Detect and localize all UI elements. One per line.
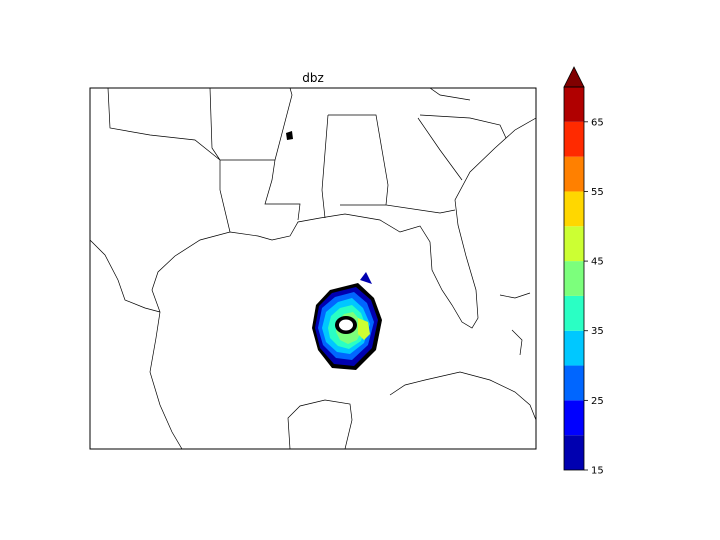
colorbar-band bbox=[564, 261, 584, 296]
coastline bbox=[149, 117, 536, 449]
colorbar-band bbox=[564, 121, 584, 157]
colorbar-tick-label: 55 bbox=[591, 187, 604, 198]
map-frame bbox=[89, 87, 537, 450]
colorbar-band bbox=[564, 191, 584, 227]
colorbar-frame bbox=[563, 86, 585, 471]
colorbar-band bbox=[564, 87, 584, 122]
colorbar-extend-arrow bbox=[563, 66, 585, 88]
state-boundaries bbox=[107, 88, 507, 233]
map-axes bbox=[89, 87, 537, 450]
colorbar-tick-label: 45 bbox=[591, 257, 604, 268]
border-us-mexico bbox=[90, 239, 161, 313]
colorbar-tick-label: 35 bbox=[591, 326, 604, 337]
colorbar-tick-label: 25 bbox=[591, 396, 604, 407]
colorbar: 15 25 35 45 55 65 bbox=[563, 66, 604, 477]
storm-contours bbox=[312, 272, 382, 370]
colorbar-band bbox=[564, 400, 584, 436]
map-title: dbz bbox=[302, 71, 324, 85]
colorbar-tick-label: 65 bbox=[591, 117, 604, 128]
colorbar-band bbox=[564, 435, 584, 470]
colorbar-band bbox=[564, 156, 584, 192]
cuba-coastline bbox=[389, 371, 536, 421]
colorbar-tick-label: 15 bbox=[591, 466, 604, 477]
colorbar-band bbox=[564, 295, 584, 331]
yucatan-coastline bbox=[287, 399, 353, 449]
colorbar-band bbox=[564, 226, 584, 262]
bahamas bbox=[499, 292, 531, 356]
colorbar-band bbox=[564, 365, 584, 401]
colorbar-band bbox=[564, 330, 584, 366]
lake-icon bbox=[286, 131, 293, 140]
